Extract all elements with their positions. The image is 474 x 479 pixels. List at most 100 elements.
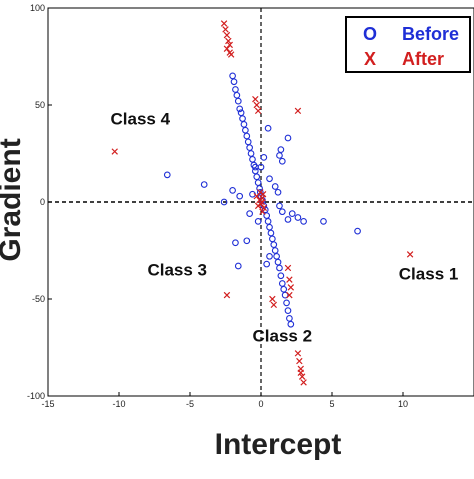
before-point xyxy=(260,202,268,210)
y-axis-label: Gradient xyxy=(0,138,27,261)
x-tick-label: 10 xyxy=(398,399,408,409)
x-tick-label: -5 xyxy=(186,399,194,409)
legend-after-symbol: X xyxy=(364,49,376,69)
class-annotation: Class 4 xyxy=(111,109,171,128)
y-tick-label: 0 xyxy=(40,197,45,207)
after-point xyxy=(286,276,293,283)
after-point xyxy=(227,51,235,58)
before-point xyxy=(294,214,302,221)
y-tick-label: -50 xyxy=(32,294,45,304)
after-point xyxy=(269,295,276,303)
before-point xyxy=(246,210,253,217)
legend: O Before X After xyxy=(345,16,471,73)
after-point xyxy=(223,291,231,299)
before-point xyxy=(276,264,283,272)
after-point xyxy=(294,350,302,357)
before-point xyxy=(254,218,262,225)
class-annotation: Class 2 xyxy=(253,327,313,346)
legend-before-symbol: O xyxy=(363,24,377,44)
before-point xyxy=(163,171,171,179)
after-point xyxy=(223,45,231,52)
after-point xyxy=(257,200,265,208)
after-point xyxy=(257,189,264,196)
before-point xyxy=(274,188,282,196)
after-point xyxy=(259,208,266,215)
before-point xyxy=(264,124,272,132)
before-point xyxy=(251,163,259,171)
x-axis-label: Intercept xyxy=(215,428,342,461)
before-point xyxy=(278,208,286,216)
before-point xyxy=(263,260,271,268)
x-tick-label: -15 xyxy=(41,399,54,409)
y-tick-label: -100 xyxy=(27,391,45,401)
legend-after-label: After xyxy=(402,49,444,69)
legend-box xyxy=(345,16,471,73)
after-point xyxy=(223,31,231,39)
after-point xyxy=(111,148,118,155)
class-annotation: Class 3 xyxy=(147,261,207,280)
y-tick-label: 50 xyxy=(35,100,45,110)
after-point xyxy=(270,301,278,309)
after-point xyxy=(287,284,295,291)
before-point xyxy=(288,210,296,217)
after-point xyxy=(222,26,229,33)
before-point xyxy=(277,146,285,153)
before-point xyxy=(284,134,292,142)
before-point xyxy=(229,187,236,194)
legend-before-label: Before xyxy=(402,24,459,44)
before-point xyxy=(283,299,290,307)
before-point xyxy=(271,183,279,190)
before-point xyxy=(230,78,238,86)
after-point xyxy=(254,202,262,210)
before-point xyxy=(256,188,264,196)
after-point xyxy=(300,379,307,386)
before-point xyxy=(278,157,286,165)
after-point xyxy=(286,291,293,299)
after-point xyxy=(297,369,304,376)
before-point xyxy=(281,291,289,299)
x-tick-label: 0 xyxy=(258,399,263,409)
before-point xyxy=(284,307,292,314)
before-point xyxy=(236,192,244,200)
after-point xyxy=(226,41,233,49)
before-point xyxy=(284,216,292,223)
before-point xyxy=(266,252,273,260)
series-before xyxy=(163,72,361,328)
after-point xyxy=(259,191,267,198)
after-point xyxy=(284,264,292,272)
before-point xyxy=(354,227,361,235)
after-point xyxy=(254,107,262,115)
before-point xyxy=(234,262,242,270)
class-annotation: Class 1 xyxy=(399,265,459,284)
series-after xyxy=(111,20,414,386)
before-point xyxy=(287,320,295,328)
before-point xyxy=(236,105,244,113)
before-point xyxy=(300,218,307,225)
after-point xyxy=(406,251,414,258)
after-point xyxy=(298,373,306,380)
before-point xyxy=(234,97,242,105)
before-point xyxy=(220,198,228,206)
before-point xyxy=(266,175,273,183)
before-point xyxy=(200,181,208,188)
after-point xyxy=(294,107,302,115)
x-tick-label: 5 xyxy=(329,399,334,409)
x-tick-label: -10 xyxy=(112,399,125,409)
after-point xyxy=(252,95,259,103)
y-tick-label: 100 xyxy=(30,3,45,13)
before-point xyxy=(276,202,283,210)
before-point xyxy=(232,239,239,247)
after-point xyxy=(296,357,303,365)
before-point xyxy=(243,237,251,245)
before-point xyxy=(320,218,327,225)
annotations: Class 4 Class 3 Class 2 Class 1 xyxy=(111,109,459,345)
after-point xyxy=(253,101,260,109)
before-point xyxy=(260,154,268,161)
after-point xyxy=(260,204,268,212)
after-point xyxy=(225,37,232,45)
after-point xyxy=(220,20,228,27)
before-point xyxy=(277,272,285,280)
